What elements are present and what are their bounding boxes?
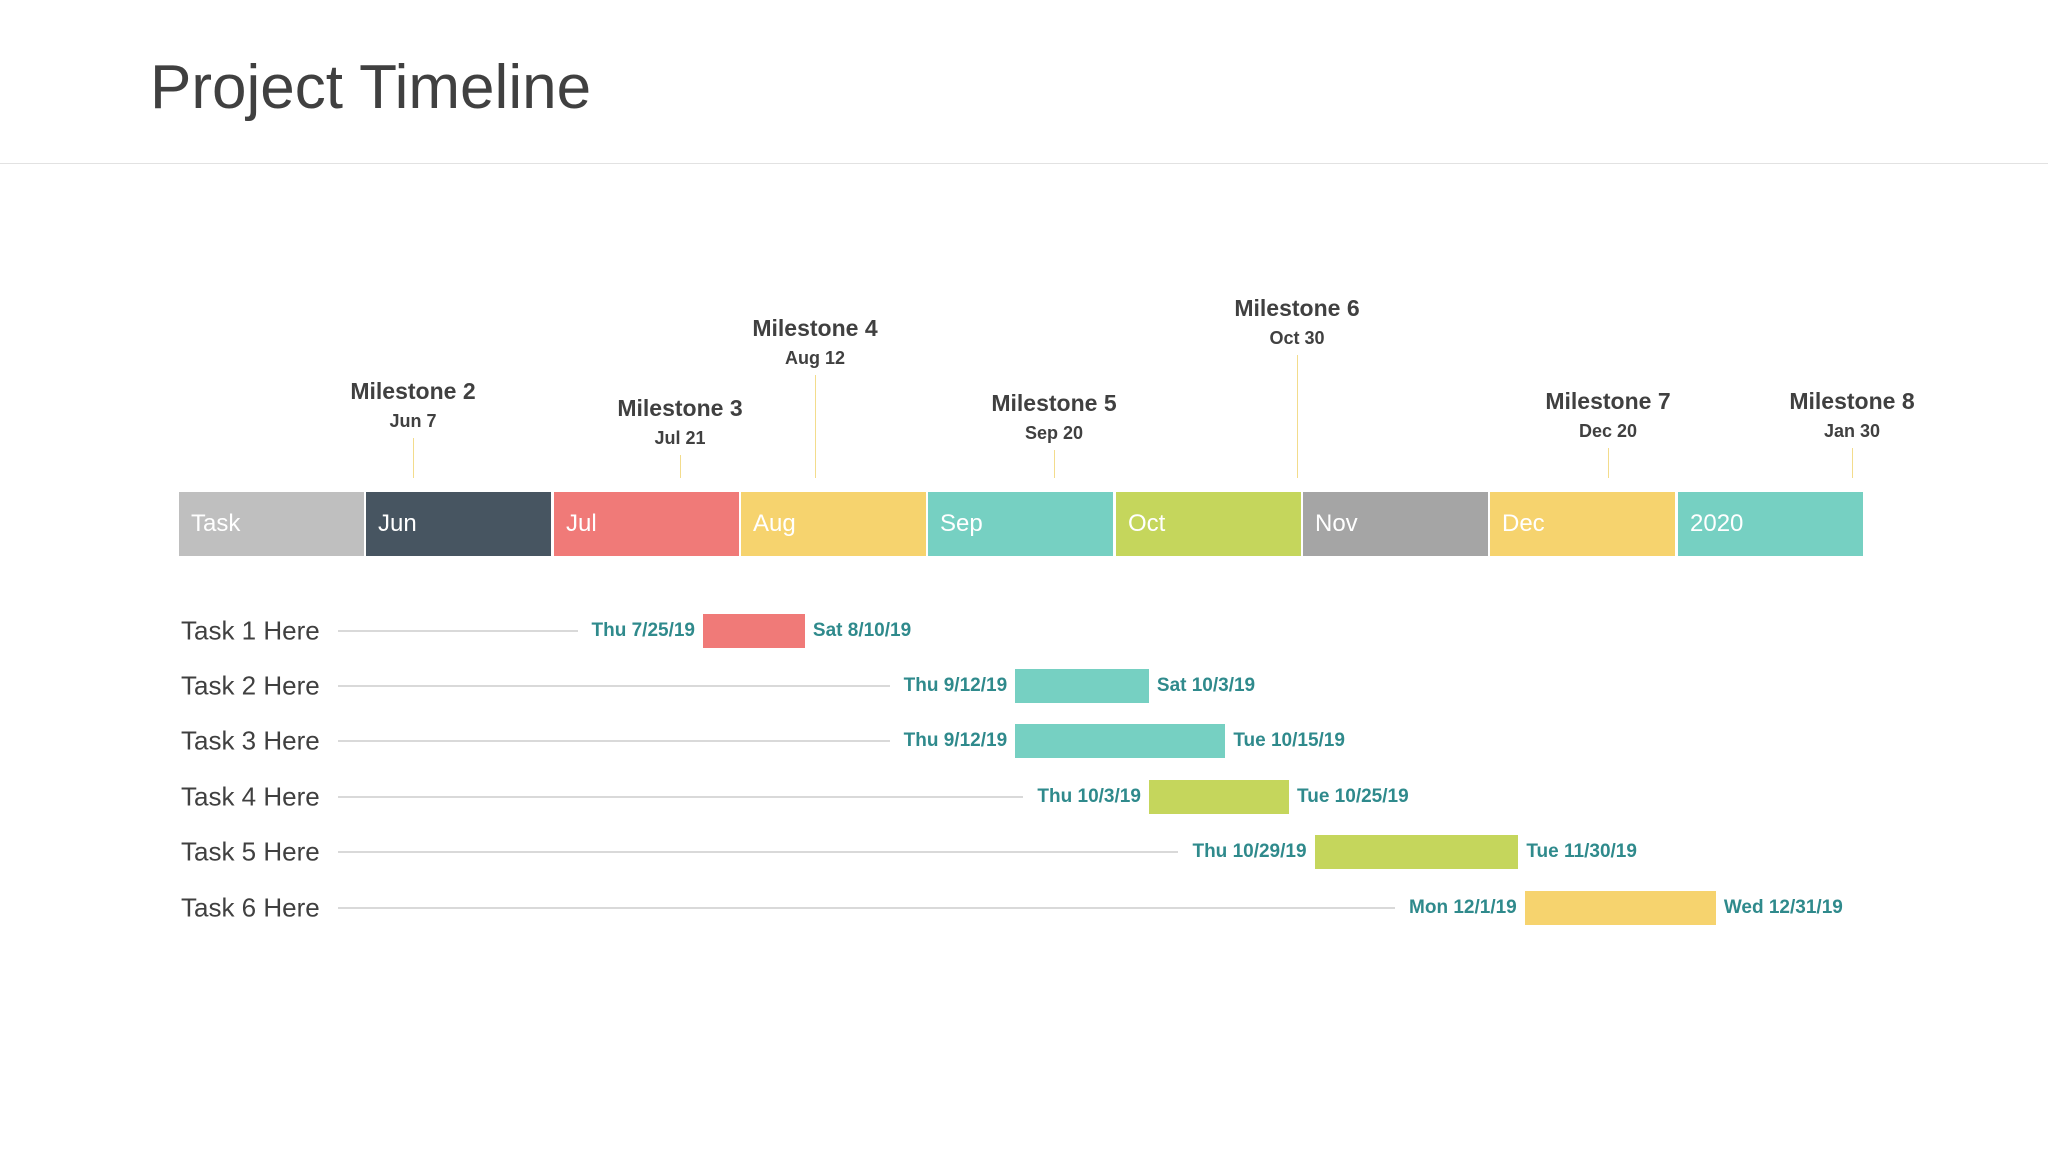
header-cell-aug: Aug xyxy=(741,492,926,556)
task-start-label: Thu 10/3/19 xyxy=(1037,786,1141,807)
task-leader-line xyxy=(338,796,1024,798)
milestone-connector xyxy=(1054,450,1055,478)
milestone-date: Oct 30 xyxy=(1269,328,1325,348)
task-bar xyxy=(703,614,805,648)
milestone-name: Milestone 5 xyxy=(991,390,1117,416)
task-label: Task 6 Here xyxy=(181,892,320,923)
milestone: Milestone 5 Sep 20 xyxy=(991,390,1116,444)
header-cell-jun: Jun xyxy=(366,492,551,556)
milestone-date: Dec 20 xyxy=(1578,421,1638,441)
milestone-connector xyxy=(1297,355,1298,478)
milestone: Milestone 4 Aug 12 xyxy=(752,315,877,369)
task-end-label: Sat 10/3/19 xyxy=(1156,675,1256,696)
milestone-connector xyxy=(1608,448,1609,478)
milestone: Milestone 3 Jul 21 xyxy=(617,395,742,449)
task-leader-line xyxy=(338,630,578,632)
milestone-date: Jun 7 xyxy=(389,411,437,431)
milestone: Milestone 7 Dec 20 xyxy=(1545,388,1670,442)
milestone: Milestone 6 Oct 30 xyxy=(1234,295,1359,349)
header-cell-oct: Oct xyxy=(1116,492,1301,556)
task-bar xyxy=(1314,835,1519,869)
milestone-connector xyxy=(815,375,816,478)
header-cell-2020: 2020 xyxy=(1678,492,1863,556)
task-end-label: Tue 11/30/19 xyxy=(1526,841,1637,862)
task-start-label: Thu 9/12/19 xyxy=(903,675,1008,696)
task-leader-line xyxy=(338,740,890,742)
header-cell-dec: Dec xyxy=(1490,492,1675,556)
milestone-name: Milestone 3 xyxy=(617,395,743,421)
task-label: Task 3 Here xyxy=(181,725,320,756)
milestone-name: Milestone 7 xyxy=(1545,388,1671,414)
milestone-name: Milestone 2 xyxy=(350,378,476,404)
page-title: Project Timeline xyxy=(150,53,592,122)
task-end-label: Wed 12/31/19 xyxy=(1723,897,1843,918)
milestone-name: Milestone 6 xyxy=(1234,295,1360,321)
milestone-name: Milestone 8 xyxy=(1789,388,1915,414)
task-bar xyxy=(1148,780,1290,814)
task-start-label: Thu 10/29/19 xyxy=(1192,841,1307,862)
task-label: Task 5 Here xyxy=(181,836,320,867)
task-bar xyxy=(1015,669,1149,703)
task-bar xyxy=(1015,724,1226,758)
header-cell-sep: Sep xyxy=(928,492,1113,556)
task-leader-line xyxy=(338,685,890,687)
task-label: Task 4 Here xyxy=(181,781,320,812)
task-leader-line xyxy=(338,907,1396,909)
milestone-date: Jan 30 xyxy=(1823,421,1881,441)
milestone-date: Sep 20 xyxy=(1024,423,1084,443)
task-end-label: Tue 10/25/19 xyxy=(1297,786,1409,807)
milestone-connector xyxy=(1852,448,1853,478)
milestone-name: Milestone 4 xyxy=(752,315,878,341)
header-cell-task: Task xyxy=(179,492,364,556)
task-bar xyxy=(1524,891,1716,925)
task-start-label: Mon 12/1/19 xyxy=(1409,897,1517,918)
task-label: Task 1 Here xyxy=(181,615,320,646)
task-end-label: Sat 8/10/19 xyxy=(812,620,912,641)
milestone-connector xyxy=(413,438,414,478)
title-divider xyxy=(0,163,2048,164)
task-start-label: Thu 9/12/19 xyxy=(903,730,1008,751)
milestone-date: Aug 12 xyxy=(784,348,846,368)
task-label: Task 2 Here xyxy=(181,670,320,701)
milestone: Milestone 8 Jan 30 xyxy=(1789,388,1914,442)
header-cell-jul: Jul xyxy=(554,492,739,556)
milestone-connector xyxy=(680,455,681,478)
milestone: Milestone 2 Jun 7 xyxy=(350,378,475,432)
task-leader-line xyxy=(338,851,1179,853)
task-end-label: Tue 10/15/19 xyxy=(1233,730,1345,751)
header-cell-nov: Nov xyxy=(1303,492,1488,556)
task-start-label: Thu 7/25/19 xyxy=(591,620,696,641)
milestone-date: Jul 21 xyxy=(654,428,706,448)
